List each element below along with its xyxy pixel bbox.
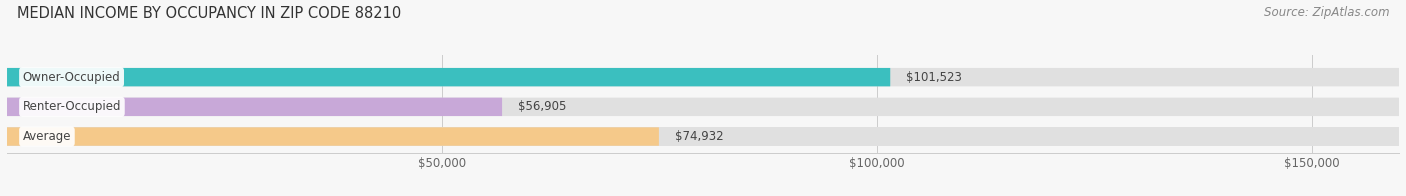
Text: Source: ZipAtlas.com: Source: ZipAtlas.com bbox=[1264, 6, 1389, 19]
FancyBboxPatch shape bbox=[7, 68, 890, 86]
FancyBboxPatch shape bbox=[7, 127, 659, 146]
Text: Average: Average bbox=[22, 130, 72, 143]
Text: Renter-Occupied: Renter-Occupied bbox=[22, 100, 121, 113]
Text: $56,905: $56,905 bbox=[517, 100, 567, 113]
Bar bbox=[7, 127, 1399, 146]
Bar bbox=[7, 98, 1399, 116]
Bar bbox=[7, 68, 1399, 86]
FancyBboxPatch shape bbox=[7, 68, 1399, 86]
FancyBboxPatch shape bbox=[7, 127, 1399, 146]
Text: MEDIAN INCOME BY OCCUPANCY IN ZIP CODE 88210: MEDIAN INCOME BY OCCUPANCY IN ZIP CODE 8… bbox=[17, 6, 401, 21]
FancyBboxPatch shape bbox=[7, 98, 502, 116]
Text: $74,932: $74,932 bbox=[675, 130, 723, 143]
Text: $101,523: $101,523 bbox=[905, 71, 962, 84]
FancyBboxPatch shape bbox=[7, 98, 1399, 116]
Text: Owner-Occupied: Owner-Occupied bbox=[22, 71, 121, 84]
